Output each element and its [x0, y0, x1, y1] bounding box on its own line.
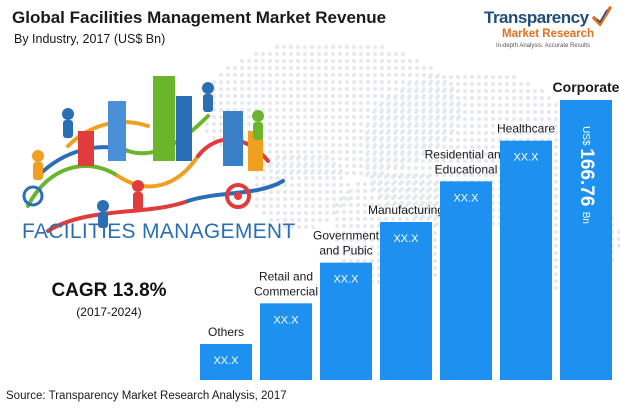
data-label: XX.X [333, 274, 359, 286]
facilities-illustration [22, 76, 285, 233]
category-label: Corporate [553, 79, 620, 95]
bar [560, 100, 612, 380]
category-label: Retail and [259, 269, 313, 283]
logo-line-1: Transparency [484, 8, 589, 27]
bar [380, 222, 432, 380]
data-label: XX.X [513, 152, 539, 164]
chart-subtitle: By Industry, 2017 (US$ Bn) [14, 32, 166, 46]
bar [260, 303, 312, 380]
data-label: US$ 166.76 Bn [576, 126, 597, 224]
data-label: XX.X [393, 233, 419, 245]
category-label: Commercial [254, 284, 318, 298]
data-label: XX.X [213, 355, 239, 367]
brand-logo: Transparency Market Research In-depth An… [484, 6, 612, 56]
bar [320, 262, 372, 380]
source-note: Source: Transparency Market Research Ana… [6, 390, 287, 402]
logo-tagline: In-depth Analysis. Accurate Results [496, 43, 591, 49]
bar [500, 140, 552, 380]
category-label: Government [313, 229, 380, 243]
category-label: Manufacturing [368, 203, 444, 217]
chart-title: Global Facilities Management Market Reve… [12, 8, 387, 27]
logo-line-2: Market Research [502, 28, 595, 40]
data-label: XX.X [273, 314, 299, 326]
cagr-label: CAGR 13.8% [51, 280, 167, 301]
category-label: Educational [435, 162, 498, 176]
category-label: Residential and [425, 147, 508, 161]
category-label: and Pubic [319, 244, 372, 258]
data-label: XX.X [453, 192, 479, 204]
category-label: Others [208, 325, 244, 339]
cagr-period: (2017-2024) [76, 305, 142, 319]
checkmark-icon [592, 6, 612, 27]
category-label: Healthcare [497, 122, 555, 136]
bar [200, 344, 252, 380]
bar [440, 181, 492, 380]
facilities-management-label: FACILITIES MANAGEMENT [22, 220, 296, 243]
